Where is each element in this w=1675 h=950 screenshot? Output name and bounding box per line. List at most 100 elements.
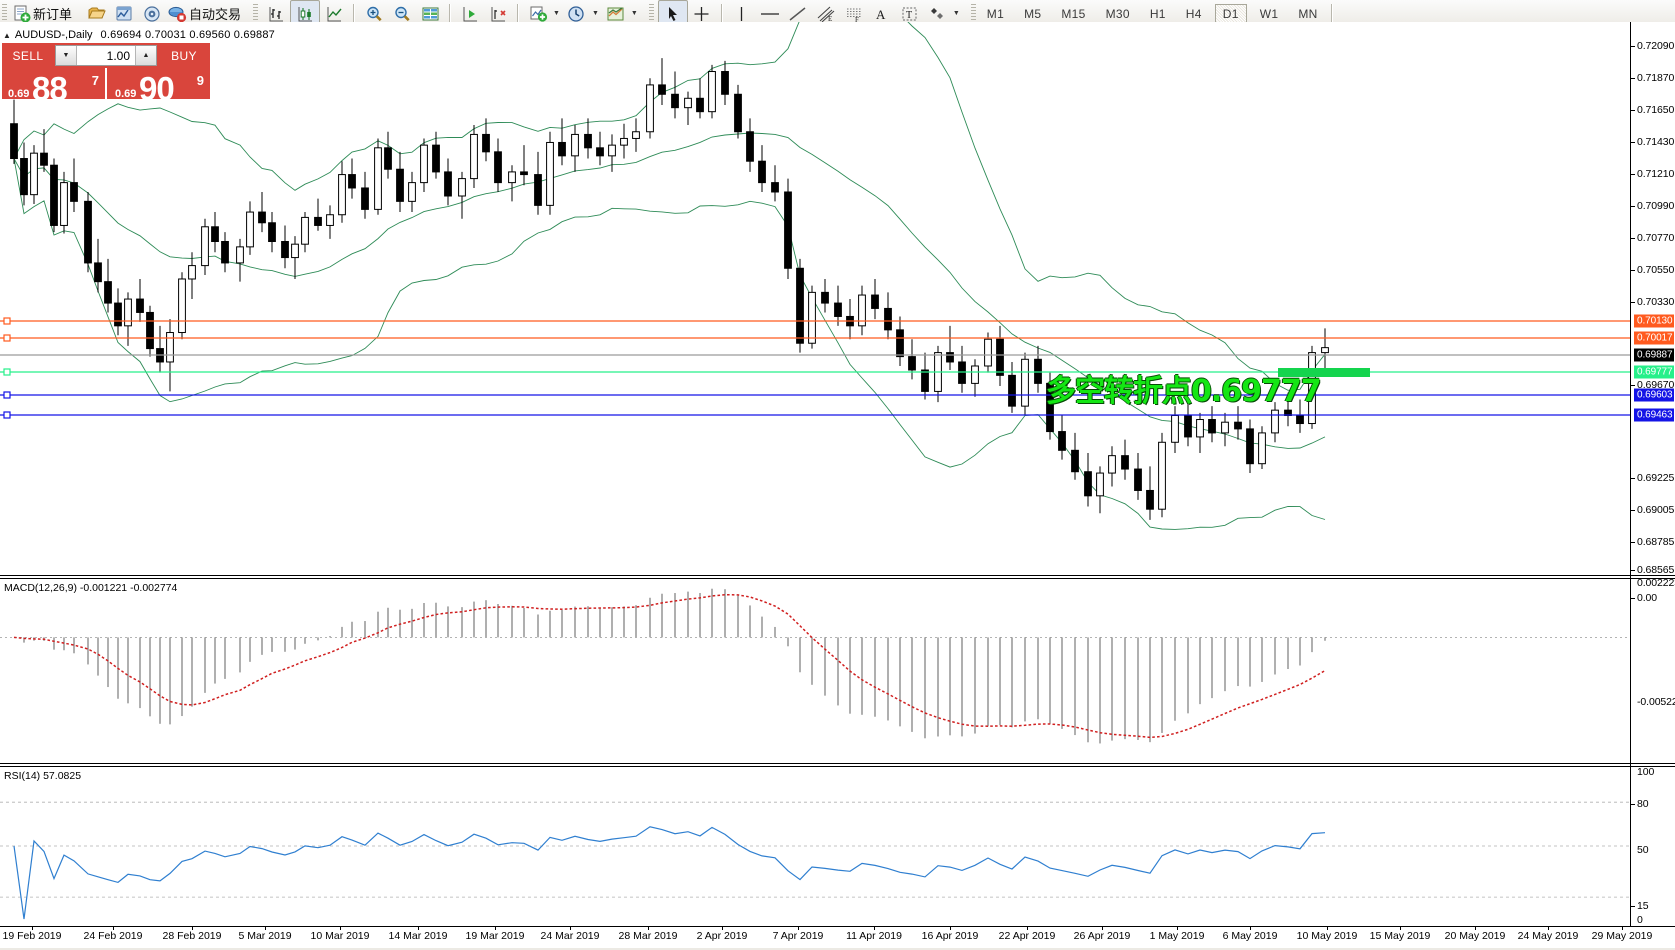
price-tick-label: 0.69670 [1637, 379, 1675, 391]
data-window-button[interactable] [416, 1, 444, 26]
bar-chart-button[interactable] [262, 1, 290, 26]
horizontal-scrollbar[interactable] [0, 948, 1675, 950]
crosshair-button[interactable] [688, 1, 716, 26]
toolbar-grip-4[interactable] [970, 4, 976, 23]
toolbar-grip[interactable] [2, 4, 7, 23]
shapes-dropdown-caret[interactable]: ▼ [952, 10, 960, 17]
fibonacci-icon: F [846, 8, 861, 23]
new-order-icon [14, 5, 31, 22]
templates-button[interactable] [602, 1, 630, 26]
price-tick-label: 0.69225 [1637, 472, 1675, 484]
price-level-label[interactable]: 0.70017 [1634, 331, 1675, 345]
price-tick-label: 0.70330 [1637, 296, 1675, 308]
price-tick [1631, 542, 1635, 543]
indicators-button[interactable] [524, 1, 552, 26]
open-data-folder-icon [87, 7, 106, 18]
autotrading-button[interactable]: 自动交易 [166, 1, 243, 26]
macd-chart-svg [0, 588, 1630, 744]
timeframe-m1[interactable]: M1 [986, 6, 1005, 21]
collapse-triangle-icon[interactable]: ▲ [3, 30, 11, 40]
price-plot-area[interactable] [0, 22, 1630, 544]
time-tick [1102, 926, 1103, 930]
price-tick-label: 0.69005 [1637, 504, 1675, 516]
autotrading-label: 自动交易 [189, 7, 242, 22]
trendline-button[interactable] [784, 1, 812, 26]
templates-dropdown-caret[interactable]: ▼ [630, 10, 638, 17]
one-click-trading-panel[interactable]: SELL ▼ 1.00 ▲ BUY 0.69 88 7 0.69 90 9 [2, 43, 210, 99]
volume-input[interactable]: 1.00 [106, 48, 130, 63]
timeframe-m15[interactable]: M15 [1061, 6, 1086, 21]
toolbar-grip-3[interactable] [648, 4, 654, 23]
rsi-pane[interactable] [0, 766, 1675, 929]
timeframe-w1[interactable]: W1 [1259, 6, 1279, 21]
toolbar-separator-1 [353, 4, 356, 23]
macd-plot-area[interactable] [0, 579, 1630, 769]
text-button[interactable]: A [868, 1, 896, 26]
fibonacci-button[interactable]: F [840, 1, 868, 26]
price-level-label[interactable]: 0.69887 [1634, 348, 1675, 362]
timeframe-m5[interactable]: M5 [1024, 6, 1042, 21]
time-tick [1400, 926, 1401, 930]
volume-up-button[interactable]: ▲ [135, 46, 156, 65]
chart-shift-button[interactable] [484, 1, 512, 26]
buy-price-display[interactable]: 0.69 90 9 [107, 68, 210, 99]
time-tick-label: 28 Mar 2019 [618, 930, 678, 942]
volume-stepper[interactable]: ▼ 1.00 ▲ [55, 45, 157, 66]
sell-price-display[interactable]: 0.69 88 7 [2, 68, 105, 99]
price-level-label[interactable]: 0.69463 [1634, 408, 1675, 422]
time-tick [495, 926, 496, 930]
horizontal-line-icon [760, 12, 779, 15]
price-level-label[interactable]: 0.69603 [1634, 388, 1675, 402]
timeframe-mn[interactable]: MN [1298, 6, 1318, 21]
time-tick [722, 926, 723, 930]
price-tick-label: 0.68785 [1637, 536, 1675, 548]
open-data-folder-button[interactable] [82, 1, 110, 26]
price-level-label[interactable]: 0.69777 [1634, 365, 1675, 379]
equidistant-channel-button[interactable]: E [812, 1, 840, 26]
time-scale-labels: 19 Feb 2019 24 Feb 2019 28 Feb 2019 5 Mar 2… [0, 926, 1652, 948]
buy-price-fraction: 9 [196, 73, 204, 88]
navigator-button[interactable] [138, 1, 166, 26]
timeframe-h1[interactable]: H1 [1149, 6, 1166, 21]
time-tick [648, 926, 649, 930]
timeframe-m30[interactable]: M30 [1105, 6, 1130, 21]
vertical-line-button[interactable] [728, 1, 756, 26]
buy-button[interactable]: BUY [158, 43, 210, 68]
new-order-button[interactable]: 新订单 [11, 1, 74, 26]
price-tick [1631, 78, 1635, 79]
line-chart-button[interactable] [320, 1, 348, 26]
sell-button[interactable]: SELL [2, 43, 54, 68]
price-level-label[interactable]: 0.70130 [1634, 314, 1675, 328]
timeframe-d1[interactable]: D1 [1214, 3, 1247, 24]
time-tick [1027, 926, 1028, 930]
volume-down-button[interactable]: ▼ [56, 46, 77, 65]
timeframe-h4[interactable]: H4 [1185, 6, 1202, 21]
time-tick [570, 926, 571, 930]
market-watch-button[interactable] [110, 1, 138, 26]
indicators-dropdown-caret[interactable]: ▼ [553, 10, 560, 17]
price-scale[interactable]: 0.72090 0.71870 0.71650 0.71430 0.71210 0.709… [1631, 22, 1675, 927]
time-tick-label: 16 Apr 2019 [921, 930, 979, 942]
svg-text:E: E [828, 15, 832, 23]
data-window-icon [422, 7, 439, 20]
zoom-out-icon [394, 6, 410, 21]
zoom-in-button[interactable] [360, 1, 388, 26]
rsi-tick [1631, 906, 1635, 907]
chart-annotation-text[interactable]: 多空转折点0.69777 [1046, 374, 1322, 409]
time-tick [1327, 926, 1328, 930]
shapes-button[interactable] [924, 1, 952, 26]
label-button[interactable]: T [896, 1, 924, 26]
horizontal-line-button[interactable] [756, 1, 784, 26]
time-tick-label: 14 Mar 2019 [388, 930, 448, 942]
timeframe-group: M1 M5 M15 M30 H1 H4 D1 W1 MN [980, 3, 1325, 24]
toolbar-grip-2[interactable] [253, 4, 259, 23]
auto-scroll-button[interactable] [456, 1, 484, 26]
price-tick-label: 0.71870 [1637, 72, 1675, 84]
zoom-out-button[interactable] [388, 1, 416, 26]
macd-pane[interactable] [0, 578, 1675, 769]
price-chart-pane[interactable] [0, 22, 1675, 544]
time-tick-label: 29 May 2019 [1591, 930, 1653, 942]
period-button[interactable] [563, 1, 591, 26]
period-dropdown-caret[interactable]: ▼ [591, 10, 599, 17]
rsi-plot-area[interactable] [0, 767, 1630, 929]
